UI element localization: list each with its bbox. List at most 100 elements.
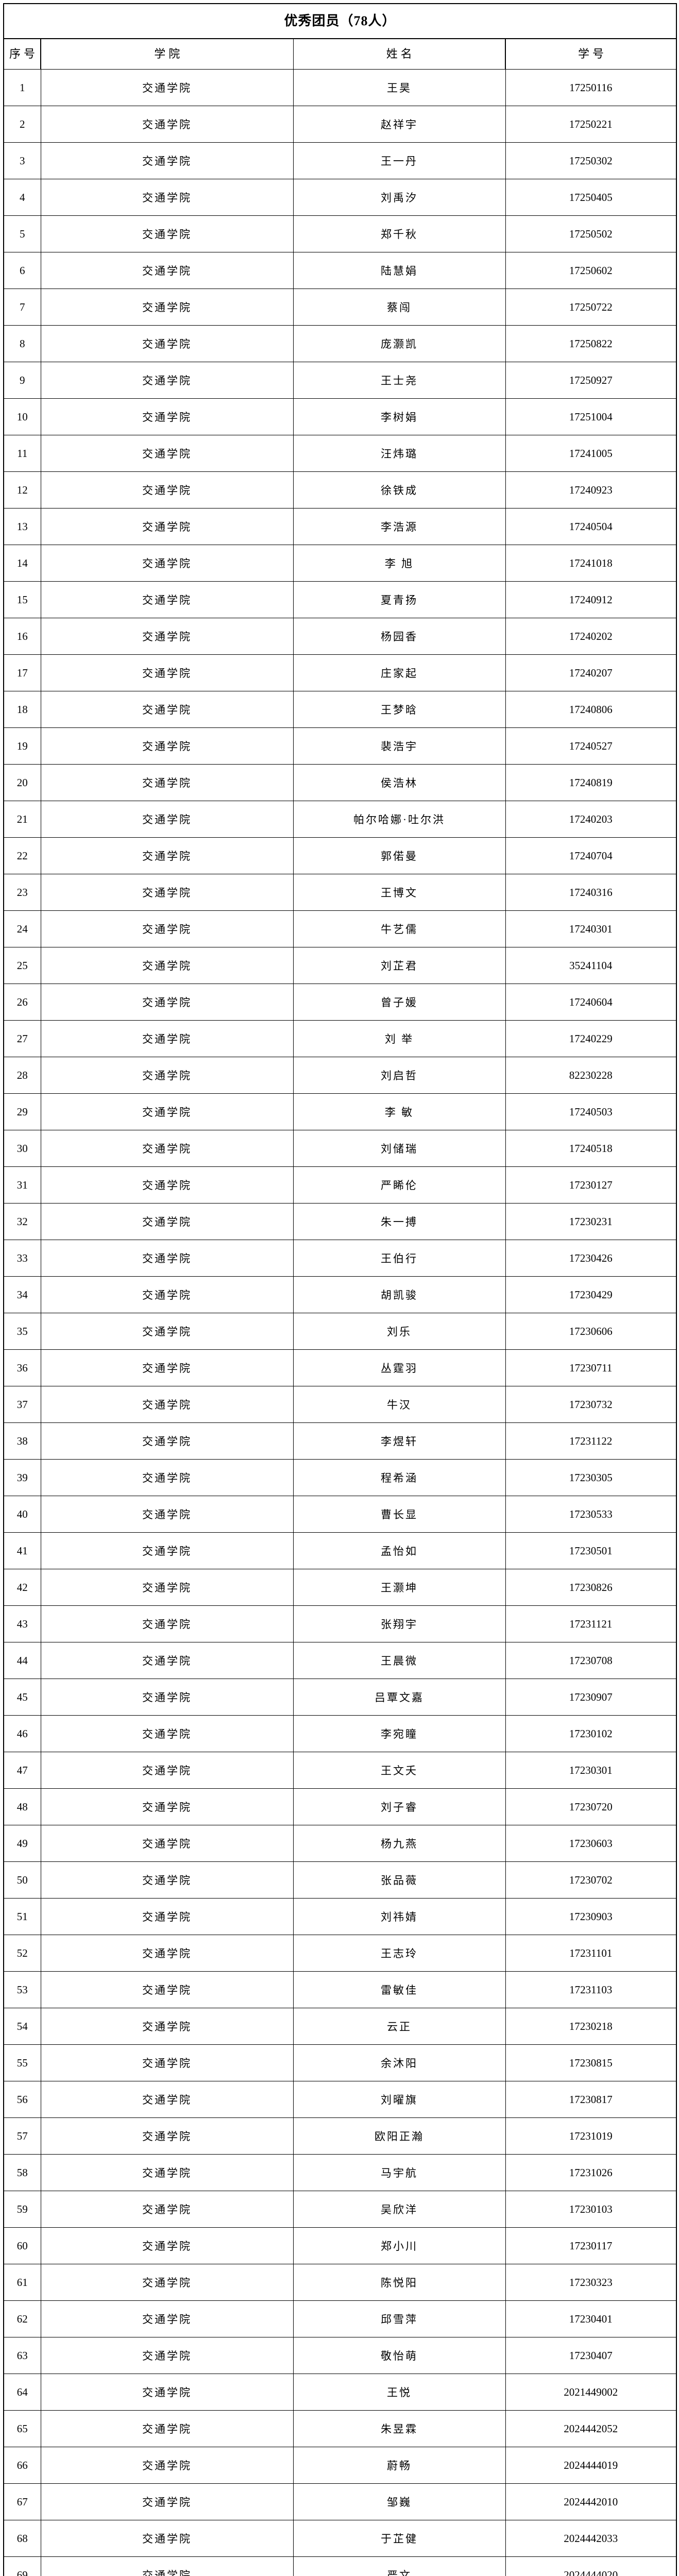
table-row: 17 交通学院 庄家起 17240207 bbox=[3, 654, 677, 691]
row-student-id: 17230103 bbox=[505, 2191, 677, 2228]
row-index: 55 bbox=[3, 2044, 41, 2081]
row-college: 交通学院 bbox=[40, 2556, 294, 2576]
row-student-id: 17230305 bbox=[505, 1459, 677, 1496]
row-student-id: 2024442033 bbox=[505, 2520, 677, 2557]
table-row: 68 交通学院 于芷健 2024442033 bbox=[3, 2520, 677, 2557]
table-header-row: 序号 学院 姓名 学号 bbox=[3, 38, 677, 70]
table-row: 45 交通学院 吕覃文嘉 17230907 bbox=[3, 1679, 677, 1716]
row-student-id: 17230429 bbox=[505, 1276, 677, 1313]
row-student-id: 17240316 bbox=[505, 874, 677, 911]
row-name: 李煜轩 bbox=[293, 1422, 506, 1460]
row-college: 交通学院 bbox=[40, 1788, 294, 1825]
table-row: 5 交通学院 郑千秋 17250502 bbox=[3, 215, 677, 252]
row-index: 2 bbox=[3, 106, 41, 143]
table-row: 66 交通学院 蔚畅 2024444019 bbox=[3, 2447, 677, 2484]
row-college: 交通学院 bbox=[40, 837, 294, 874]
row-index: 45 bbox=[3, 1679, 41, 1716]
row-student-id: 17231019 bbox=[505, 2117, 677, 2155]
row-index: 32 bbox=[3, 1203, 41, 1240]
row-name: 雷敏佳 bbox=[293, 1971, 506, 2008]
table-row: 57 交通学院 欧阳正瀚 17231019 bbox=[3, 2117, 677, 2155]
row-index: 46 bbox=[3, 1715, 41, 1752]
table-row: 22 交通学院 郭偌曼 17240704 bbox=[3, 837, 677, 874]
row-student-id: 17240527 bbox=[505, 727, 677, 765]
row-name: 郑千秋 bbox=[293, 215, 506, 252]
row-student-id: 17230702 bbox=[505, 1861, 677, 1899]
row-index: 40 bbox=[3, 1496, 41, 1533]
row-college: 交通学院 bbox=[40, 1679, 294, 1716]
row-index: 30 bbox=[3, 1130, 41, 1167]
row-index: 3 bbox=[3, 142, 41, 179]
row-name: 张品薇 bbox=[293, 1861, 506, 1899]
row-student-id: 17250405 bbox=[505, 179, 677, 216]
row-student-id: 2021449002 bbox=[505, 2374, 677, 2411]
table-row: 10 交通学院 李树娟 17251004 bbox=[3, 398, 677, 435]
row-name: 刘芷君 bbox=[293, 947, 506, 984]
row-name: 夏青扬 bbox=[293, 581, 506, 618]
row-student-id: 17230218 bbox=[505, 2008, 677, 2045]
table-row: 31 交通学院 严睎伦 17230127 bbox=[3, 1166, 677, 1204]
row-college: 交通学院 bbox=[40, 142, 294, 179]
row-name: 刘曜旗 bbox=[293, 2081, 506, 2118]
row-index: 28 bbox=[3, 1057, 41, 1094]
row-index: 57 bbox=[3, 2117, 41, 2155]
row-index: 50 bbox=[3, 1861, 41, 1899]
row-college: 交通学院 bbox=[40, 2483, 294, 2520]
row-name: 刘子睿 bbox=[293, 1788, 506, 1825]
row-index: 26 bbox=[3, 984, 41, 1021]
table-row: 49 交通学院 杨九燕 17230603 bbox=[3, 1825, 677, 1862]
table-row: 3 交通学院 王一丹 17250302 bbox=[3, 142, 677, 179]
row-name: 庞灏凯 bbox=[293, 325, 506, 362]
row-name: 严文 bbox=[293, 2556, 506, 2576]
row-college: 交通学院 bbox=[40, 69, 294, 106]
row-index: 20 bbox=[3, 764, 41, 801]
row-index: 33 bbox=[3, 1240, 41, 1277]
table-row: 33 交通学院 王伯行 17230426 bbox=[3, 1240, 677, 1277]
table-row: 67 交通学院 邹巍 2024442010 bbox=[3, 2483, 677, 2520]
table-row: 21 交通学院 帕尔哈娜·吐尔洪 17240203 bbox=[3, 801, 677, 838]
row-name: 王士尧 bbox=[293, 362, 506, 399]
row-student-id: 17230815 bbox=[505, 2044, 677, 2081]
table-row: 65 交通学院 朱昱霖 2024442052 bbox=[3, 2410, 677, 2447]
row-name: 丛霆羽 bbox=[293, 1349, 506, 1386]
row-college: 交通学院 bbox=[40, 106, 294, 143]
row-student-id: 17230720 bbox=[505, 1788, 677, 1825]
row-index: 47 bbox=[3, 1752, 41, 1789]
row-student-id: 17230102 bbox=[505, 1715, 677, 1752]
row-index: 21 bbox=[3, 801, 41, 838]
row-college: 交通学院 bbox=[40, 1752, 294, 1789]
row-index: 52 bbox=[3, 1935, 41, 1972]
row-index: 49 bbox=[3, 1825, 41, 1862]
table-row: 14 交通学院李 旭 17241018 bbox=[3, 545, 677, 582]
row-index: 6 bbox=[3, 252, 41, 289]
row-index: 4 bbox=[3, 179, 41, 216]
row-student-id: 17240203 bbox=[505, 801, 677, 838]
row-college: 交通学院 bbox=[40, 289, 294, 326]
row-name: 王博文 bbox=[293, 874, 506, 911]
table-row: 35 交通学院 刘乐 17230606 bbox=[3, 1313, 677, 1350]
row-student-id: 17230501 bbox=[505, 1532, 677, 1569]
row-name: 陈悦阳 bbox=[293, 2264, 506, 2301]
row-student-id: 17230817 bbox=[505, 2081, 677, 2118]
row-index: 62 bbox=[3, 2300, 41, 2337]
table-row: 62 交通学院 邱雪萍 17230401 bbox=[3, 2300, 677, 2337]
table-row: 26 交通学院 曾子媛 17240604 bbox=[3, 984, 677, 1021]
row-index: 44 bbox=[3, 1642, 41, 1679]
row-index: 61 bbox=[3, 2264, 41, 2301]
row-name: 孟怡如 bbox=[293, 1532, 506, 1569]
row-college: 交通学院 bbox=[40, 727, 294, 765]
row-index: 31 bbox=[3, 1166, 41, 1204]
row-name: 王伯行 bbox=[293, 1240, 506, 1277]
row-index: 5 bbox=[3, 215, 41, 252]
row-student-id: 17230711 bbox=[505, 1349, 677, 1386]
row-name: 徐铁成 bbox=[293, 471, 506, 509]
row-college: 交通学院 bbox=[40, 2117, 294, 2155]
table-row: 59 交通学院 吴欣洋 17230103 bbox=[3, 2191, 677, 2228]
table-row: 18 交通学院 王梦晗 17240806 bbox=[3, 691, 677, 728]
row-college: 交通学院 bbox=[40, 2447, 294, 2484]
row-index: 7 bbox=[3, 289, 41, 326]
row-student-id: 17230231 bbox=[505, 1203, 677, 1240]
row-college: 交通学院 bbox=[40, 2520, 294, 2557]
row-index: 63 bbox=[3, 2337, 41, 2374]
